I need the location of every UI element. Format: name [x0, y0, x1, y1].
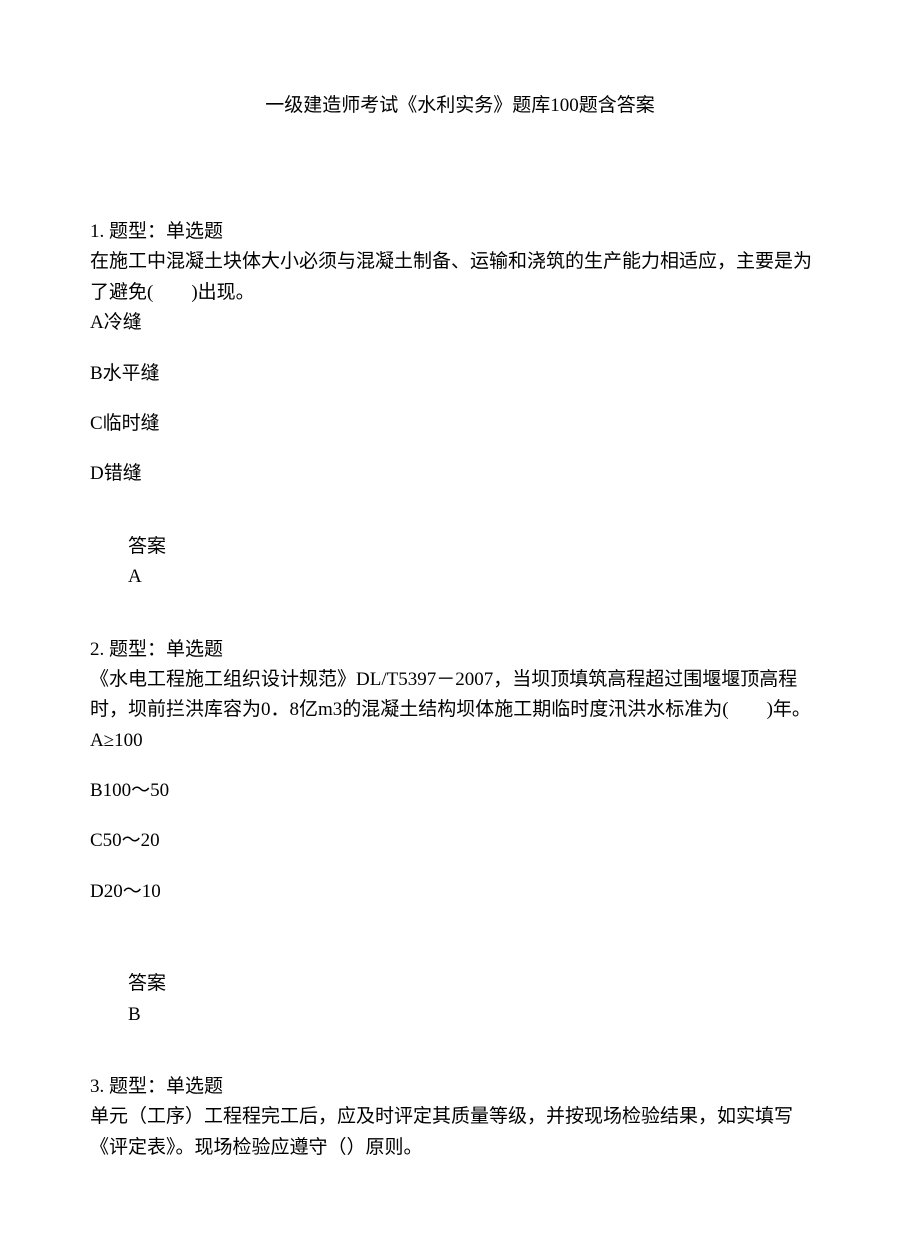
question-type-header: 1. 题型：单选题 [90, 217, 830, 247]
option-a: A冷缝 [90, 308, 830, 338]
option-c: C50～20 [90, 826, 830, 856]
question-1: 1. 题型：单选题 在施工中混凝土块体大小必须与混凝土制备、运输和浇筑的生产能力… [90, 217, 830, 593]
option-b: B100～50 [90, 776, 830, 806]
question-2: 2. 题型：单选题 《水电工程施工组织设计规范》DL/T5397－2007，当坝… [90, 635, 830, 1031]
answer-label: 答案 [128, 532, 830, 562]
question-text: 单元（工序）工程程完工后，应及时评定其质量等级，并按现场检验结果，如实填写《评定… [90, 1102, 830, 1163]
answer-value: B [128, 1000, 830, 1030]
option-b: B水平缝 [90, 359, 830, 389]
question-3: 3. 题型：单选题 单元（工序）工程程完工后，应及时评定其质量等级，并按现场检验… [90, 1072, 830, 1163]
question-type-header: 2. 题型：单选题 [90, 635, 830, 665]
option-d: D错缝 [90, 459, 830, 489]
answer-block: 答案 A [128, 532, 830, 593]
option-d: D20～10 [90, 877, 830, 907]
option-c: C临时缝 [90, 409, 830, 439]
answer-label: 答案 [128, 969, 830, 999]
question-text: 在施工中混凝土块体大小必须与混凝土制备、运输和浇筑的生产能力相适应，主要是为了避… [90, 247, 830, 308]
question-type-header: 3. 题型：单选题 [90, 1072, 830, 1102]
answer-value: A [128, 562, 830, 592]
answer-block: 答案 B [128, 969, 830, 1030]
question-text: 《水电工程施工组织设计规范》DL/T5397－2007，当坝顶填筑高程超过围堰堰… [90, 665, 830, 726]
document-title: 一级建造师考试《水利实务》题库100题含答案 [90, 90, 830, 117]
option-a: A≥100 [90, 726, 830, 756]
